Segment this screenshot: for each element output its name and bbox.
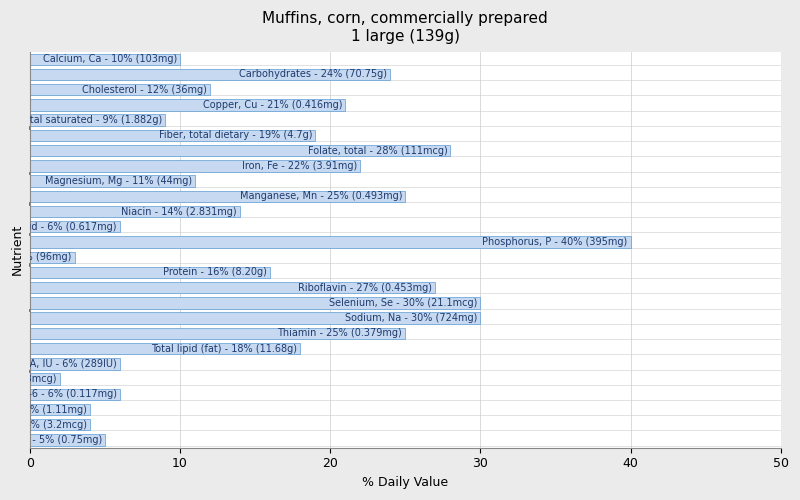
Text: Vitamin A, IU - 6% (289IU): Vitamin A, IU - 6% (289IU) — [0, 359, 117, 369]
Bar — [30, 404, 90, 415]
Text: Pantothenic acid - 6% (0.617mg): Pantothenic acid - 6% (0.617mg) — [0, 222, 117, 232]
Text: Carbohydrates - 24% (70.75g): Carbohydrates - 24% (70.75g) — [239, 70, 387, 80]
Bar — [30, 328, 406, 339]
Text: Folate, total - 28% (111mcg): Folate, total - 28% (111mcg) — [307, 146, 447, 156]
Text: Fatty acids, total saturated - 9% (1.882g): Fatty acids, total saturated - 9% (1.882… — [0, 115, 162, 125]
Text: Selenium, Se - 30% (21.1mcg): Selenium, Se - 30% (21.1mcg) — [329, 298, 478, 308]
Text: Riboflavin - 27% (0.453mg): Riboflavin - 27% (0.453mg) — [298, 282, 432, 292]
Bar — [30, 343, 300, 354]
Text: Cholesterol - 12% (36mg): Cholesterol - 12% (36mg) — [82, 84, 207, 94]
Bar — [30, 206, 240, 218]
Bar — [30, 419, 90, 430]
Bar — [30, 69, 390, 80]
Text: Zinc, Zn - 5% (0.75mg): Zinc, Zn - 5% (0.75mg) — [0, 435, 102, 445]
Bar — [30, 114, 165, 126]
Text: Protein - 16% (8.20g): Protein - 16% (8.20g) — [163, 268, 267, 278]
Text: Copper, Cu - 21% (0.416mg): Copper, Cu - 21% (0.416mg) — [202, 100, 342, 110]
Text: Manganese, Mn - 25% (0.493mg): Manganese, Mn - 25% (0.493mg) — [240, 192, 402, 202]
Bar — [30, 388, 120, 400]
Text: Vitamin E (alpha-tocopherol) - 4% (1.11mg): Vitamin E (alpha-tocopherol) - 4% (1.11m… — [0, 404, 86, 414]
Y-axis label: Nutrient: Nutrient — [11, 224, 24, 275]
Bar — [30, 374, 60, 385]
Bar — [30, 221, 120, 232]
Text: Vitamin K (phylloquinone) - 4% (3.2mcg): Vitamin K (phylloquinone) - 4% (3.2mcg) — [0, 420, 86, 430]
Text: Vitamin B-6 - 6% (0.117mg): Vitamin B-6 - 6% (0.117mg) — [0, 390, 117, 400]
Bar — [30, 236, 630, 248]
Bar — [30, 176, 195, 187]
Bar — [30, 282, 435, 294]
Title: Muffins, corn, commercially prepared
1 large (139g): Muffins, corn, commercially prepared 1 l… — [262, 11, 548, 44]
Text: Potassium, K - 3% (96mg): Potassium, K - 3% (96mg) — [0, 252, 72, 262]
Bar — [30, 190, 406, 202]
Text: Vitamin B-12 - 2% (0.13mcg): Vitamin B-12 - 2% (0.13mcg) — [0, 374, 57, 384]
Bar — [30, 434, 105, 446]
Text: Phosphorus, P - 40% (395mg): Phosphorus, P - 40% (395mg) — [482, 237, 628, 247]
Bar — [30, 145, 450, 156]
Text: Magnesium, Mg - 11% (44mg): Magnesium, Mg - 11% (44mg) — [45, 176, 192, 186]
Bar — [30, 267, 270, 278]
X-axis label: % Daily Value: % Daily Value — [362, 476, 448, 489]
Bar — [30, 84, 210, 96]
Bar — [30, 130, 315, 141]
Bar — [30, 160, 360, 172]
Text: Calcium, Ca - 10% (103mg): Calcium, Ca - 10% (103mg) — [42, 54, 177, 64]
Bar — [30, 252, 74, 263]
Text: Thiamin - 25% (0.379mg): Thiamin - 25% (0.379mg) — [278, 328, 402, 338]
Text: Niacin - 14% (2.831mg): Niacin - 14% (2.831mg) — [122, 206, 237, 216]
Text: Iron, Fe - 22% (3.91mg): Iron, Fe - 22% (3.91mg) — [242, 161, 357, 171]
Bar — [30, 297, 481, 308]
Bar — [30, 99, 345, 110]
Text: Sodium, Na - 30% (724mg): Sodium, Na - 30% (724mg) — [345, 313, 478, 323]
Bar — [30, 312, 481, 324]
Bar — [30, 358, 120, 370]
Bar — [30, 54, 180, 65]
Text: Total lipid (fat) - 18% (11.68g): Total lipid (fat) - 18% (11.68g) — [151, 344, 297, 353]
Text: Fiber, total dietary - 19% (4.7g): Fiber, total dietary - 19% (4.7g) — [158, 130, 312, 140]
